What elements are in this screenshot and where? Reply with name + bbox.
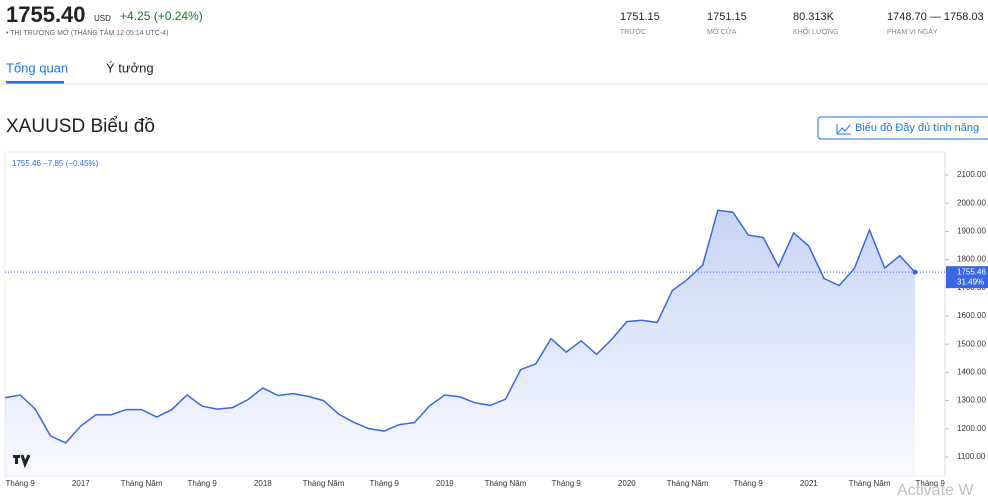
price-badge-value: 1755.46 (957, 267, 986, 276)
x-tick-label: 2018 (254, 479, 272, 488)
x-tick-label: 2019 (436, 479, 454, 488)
x-tick-label: Tháng Năm (485, 479, 527, 488)
change: +4.25 (+0.24%) (120, 9, 203, 23)
x-tick-label: Tháng 9 (187, 479, 217, 488)
y-tick-label: 1600.00 (957, 311, 986, 320)
x-tick-label: Tháng 9 (915, 479, 945, 488)
x-tick-label: Tháng Năm (121, 479, 163, 488)
y-tick-label: 2000.00 (957, 198, 986, 207)
y-tick-label: 2100.00 (957, 170, 986, 179)
line (4, 209, 916, 444)
last-point (912, 269, 918, 275)
stats: 1751.15 TRƯỚC 1751.15 MỞ CỬA 80.313K KHỐI LƯỢ… (620, 11, 984, 36)
y-tick-label: 1500.00 (957, 339, 986, 348)
stat-label: KHỐI LƯỢNG (793, 26, 838, 36)
x-tick-label: Tháng Năm (667, 479, 709, 488)
y-tick-label: 1800.00 (957, 255, 986, 264)
stat-value: 80.313K (793, 11, 835, 23)
status: • THỊ TRƯỜNG MỞ (THÁNG TÁM 12 05:14 UTC-… (6, 28, 168, 37)
y-tick-label: 1200.00 (957, 424, 986, 433)
button-label[interactable]: Biểu đồ Đầy đủ tính năng (855, 122, 979, 134)
chart: 1100.00 1200.00 1300.00 1400.00 1500.00 1600.… (4, 152, 988, 488)
y-tick-label: 1900.00 (957, 227, 986, 236)
button-icon (836, 124, 851, 135)
x-tick-label: Tháng 9 (551, 479, 581, 488)
tv-logo (13, 454, 31, 469)
x-tick-label: 2020 (618, 479, 636, 488)
stat-label: MỞ CỬA (707, 27, 737, 36)
watermark: Activate W (897, 482, 974, 499)
price-badge-change: 31.49% (957, 277, 984, 286)
stat-value: 1751.15 (707, 11, 747, 23)
tab-indicator (6, 81, 64, 84)
x-tick-label: 2021 (800, 479, 818, 488)
stat-value: 1751.15 (620, 11, 660, 23)
x-tick-label: Tháng Năm (303, 479, 345, 488)
currency: USD (94, 14, 111, 23)
x-tick-label: Tháng 9 (5, 479, 35, 488)
x-tick-label: 2017 (72, 479, 90, 488)
tab[interactable]: Ý tưởng (106, 60, 154, 75)
x-tick-label: Tháng Năm (849, 479, 891, 488)
y-tick-label: 1300.00 (957, 396, 986, 405)
stat-value: 1748.70 — 1758.03 (887, 11, 984, 23)
price-badge (946, 266, 988, 289)
section-title: XAUUSD Biểu đồ (6, 116, 155, 137)
stat-label: TRƯỚC (620, 27, 646, 36)
y-tick-label: 1400.00 (957, 368, 986, 377)
stat-label: PHẠM VI NGÀY (887, 27, 938, 36)
legend-text: 1755.46 −7.85 (−0.45%) (12, 159, 99, 168)
price: 1755.40 (6, 2, 86, 27)
area (5, 210, 915, 477)
y-tick-label: 1100.00 (957, 452, 986, 461)
full-chart-button[interactable]: Biểu đồ Đầy đủ tính năng (817, 116, 988, 140)
tab[interactable]: Tổng quan (6, 60, 68, 75)
button-frame[interactable] (817, 116, 988, 140)
x-tick-label: Tháng 9 (369, 479, 399, 488)
x-tick-label: Tháng 9 (733, 479, 763, 488)
